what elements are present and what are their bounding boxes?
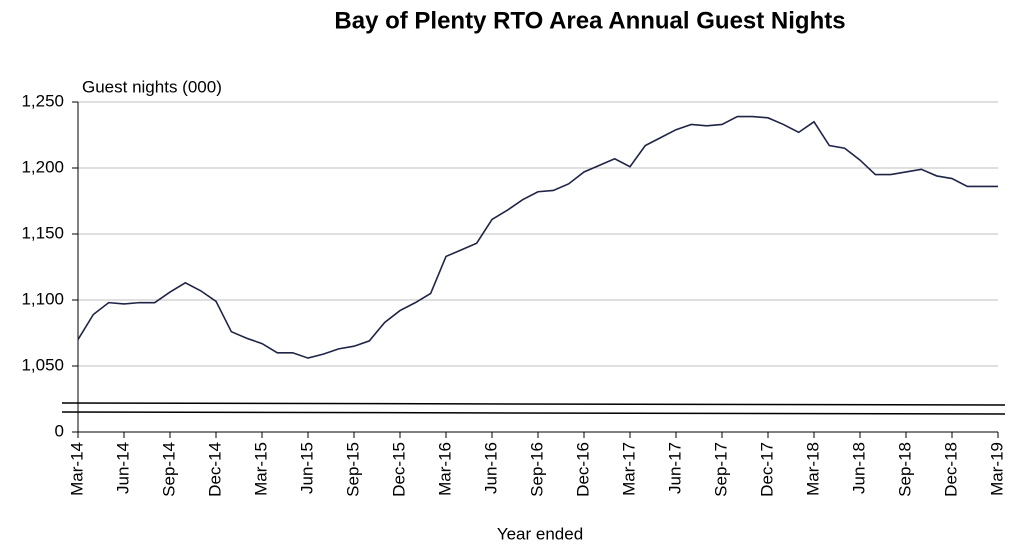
axis-break-line [61,411,1006,415]
x-tick-label: Mar-16 [435,442,454,496]
x-tick-label: Jun-16 [481,442,500,494]
x-tick-label: Mar-18 [803,442,822,496]
y-tick-label: 1,050 [21,355,64,374]
x-tick-label: Sep-15 [343,442,362,497]
x-axis-label: Year ended [497,524,583,543]
data-line [77,115,998,359]
x-tick-label: Dec-15 [389,442,408,497]
y-tick-label: 1,150 [21,223,64,242]
x-tick-label: Sep-17 [711,442,730,497]
y-axis-label: Guest nights (000) [82,77,222,96]
x-tick-label: Jun-17 [665,442,684,494]
axis-break-line [61,402,1006,406]
x-tick-label: Sep-14 [159,442,178,497]
x-tick-label: Dec-16 [573,442,592,497]
x-tick-label: Sep-16 [527,442,546,497]
x-tick-label: Dec-18 [941,442,960,497]
x-tick-label: Sep-18 [895,442,914,497]
x-tick-label: Jun-15 [297,442,316,494]
x-tick-label: Mar-15 [251,442,270,496]
chart-title: Bay of Plenty RTO Area Annual Guest Nigh… [334,7,845,34]
x-tick-label: Mar-19 [987,442,1006,496]
y-tick-label: 1,200 [21,157,64,176]
x-tick-label: Jun-14 [113,442,132,494]
x-tick-label: Mar-14 [67,442,86,496]
x-tick-label: Jun-18 [849,442,868,494]
x-tick-label: Mar-17 [619,442,638,496]
y-tick-label: 1,100 [21,289,64,308]
y-tick-label: 0 [55,421,64,440]
x-tick-label: Dec-14 [205,442,224,497]
y-tick-label: 1,250 [21,91,64,110]
x-tick-label: Dec-17 [757,442,776,497]
